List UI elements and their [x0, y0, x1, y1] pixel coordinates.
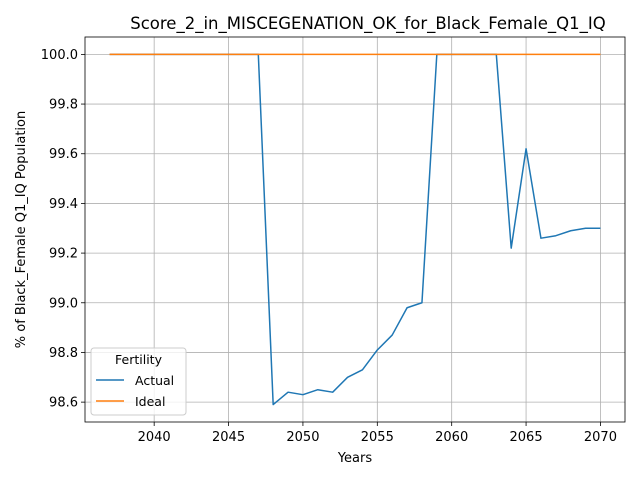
x-tick-label: 2060: [435, 430, 468, 445]
legend-box: [90, 347, 187, 416]
legend-label-ideal: Ideal: [135, 394, 165, 409]
legend: Fertility Actual Ideal: [90, 347, 187, 416]
x-tick-label: 2045: [212, 430, 245, 445]
y-tick-label: 99.4: [49, 197, 78, 212]
plot-frame: [84, 36, 626, 423]
y-tick-label: 98.8: [49, 346, 78, 361]
x-tick-label: 2070: [584, 430, 617, 445]
chart-title: Score_2_in_MISCEGENATION_OK_for_Black_Fe…: [130, 14, 606, 34]
y-tick-label: 100.0: [41, 48, 78, 63]
x-axis-label: Years: [337, 451, 373, 466]
legend-title: Fertility: [115, 352, 163, 367]
x-tick-label: 2040: [138, 430, 171, 445]
x-tick-label: 2050: [286, 430, 319, 445]
series-lines: [109, 53, 601, 406]
x-tick-label: 2065: [510, 430, 543, 445]
y-tick-label: 98.6: [49, 396, 78, 411]
y-tick-label: 99.6: [49, 147, 78, 162]
y-axis-label: % of Black_Female Q1_IQ Population: [14, 111, 29, 348]
grid: [85, 37, 625, 422]
y-tick-label: 99.8: [49, 98, 78, 113]
y-tick-label: 99.2: [49, 247, 78, 262]
y-tick-label: 99.0: [49, 296, 78, 311]
axis-ticks: 2040 2045 2050 2055 2060 2065 2070 98.6 98.8 99.0…: [41, 48, 617, 445]
legend-label-actual: Actual: [135, 373, 174, 388]
x-tick-label: 2055: [361, 430, 394, 445]
